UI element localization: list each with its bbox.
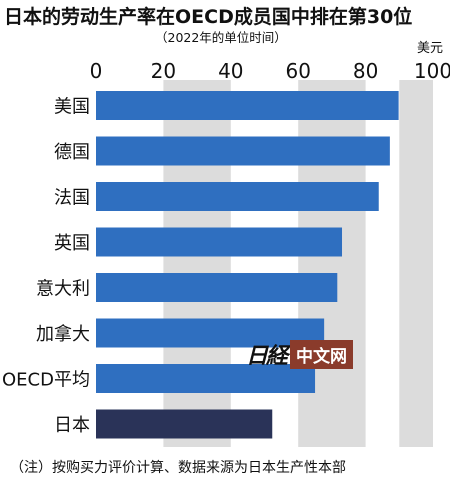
category-label: 英国	[54, 233, 90, 254]
category-label: 意大利	[36, 279, 90, 300]
x-tick-label: 100	[414, 59, 450, 83]
x-tick-label: 40	[218, 59, 243, 83]
category-label: 法国	[54, 188, 90, 209]
category-label: 加拿大	[36, 323, 90, 345]
bar	[96, 364, 316, 393]
nikkei-logo: 日経	[246, 343, 288, 369]
bar	[96, 318, 325, 348]
category-label: 美国	[54, 97, 90, 118]
grid-band	[399, 80, 433, 447]
category-label: OECD平均	[2, 370, 90, 391]
bar	[96, 136, 390, 166]
chart-subtitle: （2022年的单位时间）	[155, 30, 287, 45]
x-unit-label: 美元	[417, 41, 443, 56]
watermark: 日経 中文网	[246, 339, 354, 369]
x-tick-label: 20	[151, 59, 176, 83]
x-tick-label: 80	[353, 59, 378, 83]
chart-title: 日本的劳动生产率在OECD成员国中排在第30位	[4, 6, 413, 28]
watermark-text: 中文网	[290, 339, 354, 369]
category-label: 德国	[54, 142, 90, 163]
category-label: 日本	[54, 415, 90, 436]
bar	[96, 409, 273, 439]
bar	[96, 227, 343, 257]
bar	[96, 273, 338, 302]
bar	[96, 91, 399, 120]
chart-footnote: （注）按购买力评价计算、数据来源为日本生产性本部	[10, 460, 346, 476]
bar	[96, 182, 379, 211]
x-tick-label: 60	[285, 59, 310, 83]
x-tick-label: 0	[90, 59, 103, 83]
